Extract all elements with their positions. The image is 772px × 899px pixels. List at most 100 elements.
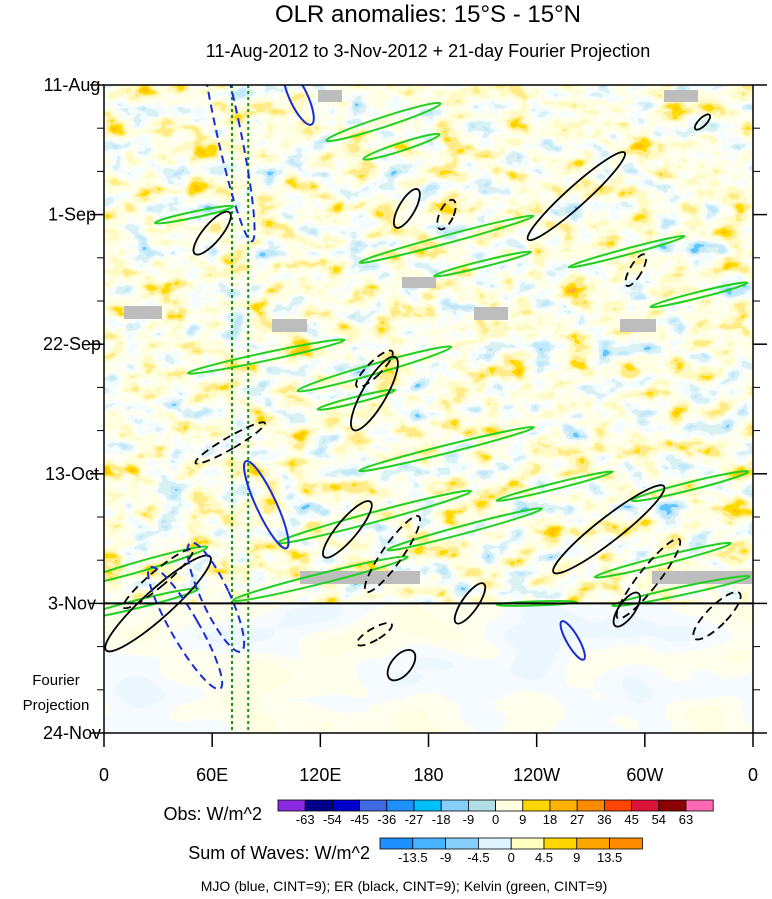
y-tick-label: 1-Sep [48, 205, 96, 225]
kelvin-wave-contour [649, 281, 749, 309]
chart-subtitle: 11-Aug-2012 to 3-Nov-2012 + 21-day Fouri… [206, 41, 650, 61]
kelvin-wave-contour [362, 132, 441, 161]
kelvin-wave-contour [593, 541, 732, 579]
projection-label-line1: Fourier [32, 672, 80, 689]
x-tick-label: 60W [626, 765, 663, 785]
kelvin-wave-contour [495, 599, 578, 607]
er-wave-contour [350, 355, 399, 432]
colorbar-level-label: 54 [652, 812, 666, 827]
x-tick-label: 120E [299, 765, 341, 785]
y-tick-label: 13-Oct [45, 464, 99, 484]
wave-legend-footnote: MJO (blue, CINT=9); ER (black, CINT=9); … [201, 878, 608, 894]
x-tick-label: 0 [748, 765, 758, 785]
er-wave-contour [612, 591, 641, 628]
er-wave-contour [104, 554, 212, 653]
colorbar-swatch [543, 837, 578, 850]
colorbar-swatch [467, 799, 496, 812]
colorbar-level-label: 27 [570, 812, 584, 827]
colorbar-swatch [359, 799, 388, 812]
kelvin-wave-contour [104, 587, 200, 620]
er-wave-contour [692, 591, 742, 641]
er-wave-contour [192, 210, 232, 256]
colorbar-swatch [522, 799, 551, 812]
kelvin-wave-contour [154, 204, 235, 225]
er-wave-contour [122, 548, 194, 610]
colorbar-swatch [412, 837, 446, 850]
kelvin-wave-contour [611, 574, 751, 608]
er-wave-contour [363, 515, 421, 594]
kelvin-wave-contour [186, 338, 346, 375]
y-tick-label: 3-Nov [48, 593, 96, 613]
colorbar-level-label: 36 [597, 812, 611, 827]
kelvin-wave-contour [325, 101, 442, 143]
colorbar-level-label: -9 [440, 850, 452, 865]
colorbar-swatch [304, 799, 333, 812]
projected-anomaly-field [104, 603, 753, 733]
x-tick-label: 0 [99, 765, 109, 785]
colorbar-level-label: -18 [432, 812, 451, 827]
mjo-wave-contour [197, 85, 256, 243]
colorbar-level-label: -13.5 [398, 850, 428, 865]
er-wave-contour [194, 421, 266, 465]
colorbar-swatch [576, 837, 610, 850]
obs-colorbar-label: Obs: W/m^2 [164, 804, 262, 824]
colorbar-level-label: -4.5 [467, 850, 489, 865]
er-wave-contour [392, 188, 421, 229]
colorbar-swatch [440, 799, 469, 812]
kelvin-wave-contour [358, 425, 535, 473]
colorbar-swatch [331, 799, 360, 812]
colorbar-level-label: -63 [296, 812, 315, 827]
er-wave-contour [526, 151, 626, 242]
kelvin-wave-contour [358, 214, 535, 264]
projection-label-line2: Projection [23, 697, 90, 714]
kelvin-wave-contour [296, 345, 453, 393]
colorbar-swatch [413, 799, 442, 812]
observed-anomaly-field [104, 85, 753, 604]
colorbar-swatch [604, 799, 633, 812]
colorbar-swatch [510, 837, 545, 850]
colorbar-level-label: -45 [350, 812, 369, 827]
y-tick-label: 24-Nov [43, 723, 101, 743]
colorbar-level-label: -36 [377, 812, 396, 827]
colorbar-level-label: 18 [543, 812, 557, 827]
waves-colorbar-label: Sum of Waves: W/m^2 [188, 843, 370, 863]
colorbar-level-label: -9 [463, 812, 475, 827]
colorbar-level-label: 45 [624, 812, 638, 827]
colorbar-swatch [576, 799, 605, 812]
colorbar-swatch [609, 837, 643, 850]
er-wave-contour [355, 622, 393, 647]
x-tick-label: 120W [513, 765, 560, 785]
er-wave-contour [615, 537, 682, 620]
mjo-wave-contour [186, 541, 246, 653]
colorbar-level-label: 9 [519, 812, 526, 827]
mjo-wave-contour [282, 85, 315, 126]
er-wave-contour [355, 349, 394, 389]
kelvin-wave-contour [386, 507, 543, 552]
colorbar-level-label: 63 [679, 812, 693, 827]
colorbar-level-label: 0 [492, 812, 499, 827]
er-wave-contour [552, 484, 666, 575]
colorbar-swatch [386, 799, 415, 812]
colorbar-swatch [445, 837, 479, 850]
er-wave-contour [436, 198, 457, 231]
x-tick-label: 60E [196, 765, 228, 785]
mjo-wave-contour [147, 566, 224, 691]
er-wave-contour [453, 582, 487, 625]
colorbar-level-label: 13.5 [597, 850, 622, 865]
colorbar-swatch [477, 837, 512, 850]
kelvin-wave-contour [104, 545, 209, 588]
kelvin-wave-contour [231, 555, 409, 603]
er-wave-contour [322, 500, 373, 559]
colorbar-level-label: 0 [508, 850, 515, 865]
chart-title: OLR anomalies: 15°S - 15°N [275, 1, 581, 28]
kelvin-wave-contour [433, 250, 533, 278]
kelvin-wave-contour [630, 470, 750, 503]
kelvin-wave-contour [495, 470, 614, 502]
colorbar-swatch [685, 799, 714, 812]
mjo-wave-contour [559, 620, 586, 661]
colorbar-swatch [495, 799, 524, 812]
colorbar-level-label: 4.5 [535, 850, 553, 865]
er-wave-contour [624, 253, 648, 287]
er-wave-contour [386, 649, 417, 682]
